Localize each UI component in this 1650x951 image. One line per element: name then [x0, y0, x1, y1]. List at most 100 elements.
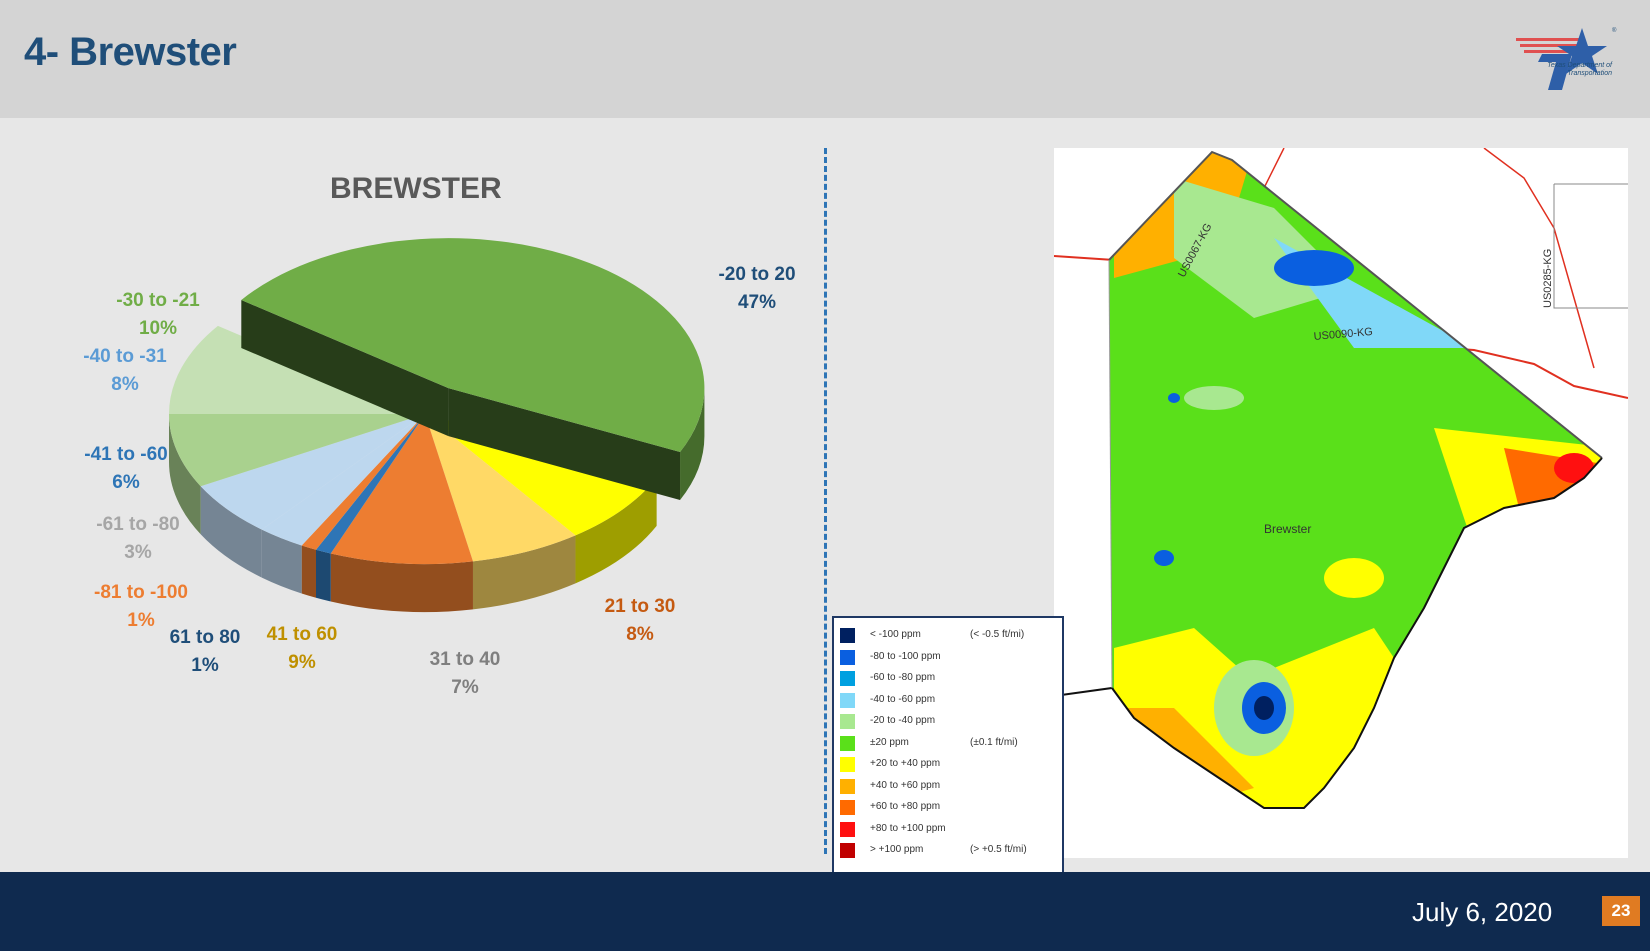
legend-swatch	[840, 671, 855, 686]
legend-item: -80 to -100 ppm	[840, 646, 1056, 666]
pie-slice-side	[680, 388, 705, 501]
pie-slice-side	[472, 535, 576, 610]
pie-data-label: -20 to 20 47%	[718, 261, 795, 317]
txdot-logo: ®	[1516, 27, 1617, 90]
footer-date: July 6, 2020	[1412, 897, 1553, 927]
legend-swatch	[840, 714, 855, 729]
legend-range: -20 to -40 ppm	[870, 715, 936, 726]
pie-data-label: 21 to 30 8%	[605, 593, 676, 649]
pie-category-label: -41 to -60	[84, 444, 168, 465]
pie-data-label: 61 to 80 1%	[170, 624, 241, 680]
legend-range: ±20 ppm	[870, 736, 909, 748]
slide-header	[0, 0, 1650, 118]
legend-swatch	[840, 800, 855, 815]
legend-range: < -100 ppm	[870, 629, 921, 640]
legend-item: -60 to -80 ppm	[840, 667, 1056, 687]
pie-data-label: -40 to -31 8%	[83, 343, 166, 399]
legend-note: (±0.1 ft/mi)	[970, 736, 1018, 748]
pie-value-label: 8%	[626, 624, 654, 645]
pie-data-label: -81 to -100 1%	[94, 579, 188, 635]
legend-range: -40 to -60 ppm	[870, 693, 936, 705]
legend-range: +60 to +80 ppm	[870, 801, 941, 812]
legend-swatch	[840, 821, 855, 837]
pie-value-label: 47%	[737, 292, 777, 313]
pie-category-label: -40 to -31	[83, 346, 167, 367]
legend-swatch	[840, 628, 855, 643]
legend-range: +40 to +60 ppm	[870, 779, 941, 791]
pie-category-label: -30 to -21	[116, 290, 200, 311]
pie-slice-side	[169, 414, 201, 535]
legend-note: (< -0.5 ft/mi)	[970, 629, 1025, 640]
legend-item: +60 to +80 ppm	[840, 796, 1056, 816]
pie-slice-side	[575, 477, 657, 584]
legend-item: > +100 ppm (> +0.5 ft/mi)	[840, 839, 1056, 859]
pie-slice	[316, 414, 425, 554]
pie-chart	[169, 238, 705, 612]
dashed-divider	[824, 148, 827, 854]
pie-value-label: 1%	[127, 610, 155, 631]
legend-item: ±20 ppm (±0.1 ft/mi)	[840, 732, 1056, 752]
legend-item: +40 to +60 ppm	[840, 775, 1056, 795]
pie-data-label: 41 to 60 9%	[267, 621, 338, 677]
road-label: US0090-KG	[1313, 326, 1373, 343]
pie-category-label: -20 to 20	[718, 264, 796, 285]
legend-range: -60 to -80 ppm	[870, 672, 936, 683]
pie-value-label: 1%	[191, 655, 219, 676]
pie-slice	[241, 238, 705, 453]
pie-category-label: -61 to -80	[96, 514, 180, 535]
legend-range: > +100 ppm	[870, 844, 924, 855]
pie-data-label: -30 to -21 10%	[116, 287, 199, 343]
pie-category-label: 21 to 30	[604, 596, 676, 617]
page-number: 23	[1602, 896, 1640, 926]
pie-category-label: -81 to -100	[94, 582, 188, 603]
pie-slice	[261, 414, 425, 546]
map-legend: < -100 ppm (< -0.5 ft/mi) -80 to -100 ppm -…	[832, 616, 1064, 876]
slide-title: 4- Brewster	[24, 30, 237, 74]
legend-range: -80 to -100 ppm	[870, 650, 941, 662]
legend-range: +20 to +40 ppm	[870, 758, 941, 769]
pie-slice-side	[330, 553, 473, 612]
legend-swatch	[840, 692, 855, 708]
legend-swatch	[840, 757, 855, 772]
pie-slice	[301, 414, 425, 550]
pie-category-label: 31 to 40	[429, 649, 501, 670]
legend-item: +20 to +40 ppm	[840, 753, 1056, 773]
pie-slice-face	[448, 388, 681, 501]
pie-value-label: 6%	[112, 472, 140, 493]
pie-value-label: 7%	[451, 677, 479, 698]
pie-slice	[425, 414, 576, 562]
pie-value-label: 8%	[111, 374, 139, 395]
slide-footer	[0, 872, 1650, 951]
pie-value-label: 10%	[138, 318, 178, 339]
pie-data-label: -61 to -80 3%	[96, 511, 179, 567]
legend-item: -40 to -60 ppm	[840, 689, 1056, 709]
pie-slice-side	[200, 486, 262, 578]
legend-item: < -100 ppm (< -0.5 ft/mi)	[840, 624, 1056, 644]
pie-slice-side	[261, 529, 302, 594]
logo-text: Texas Department of Transportation	[1547, 62, 1612, 77]
chart-title: BREWSTER	[330, 172, 502, 205]
pie-category-label: 61 to 80	[169, 627, 241, 648]
legend-item: +80 to +100 ppm	[840, 818, 1056, 838]
pie-data-label: 31 to 40 7%	[430, 646, 501, 702]
brewster-map: Brewster US0067-KG US0090-KG US0285-KG	[1053, 147, 1629, 809]
pie-slice	[169, 414, 425, 487]
pie-data-label: -41 to -60 6%	[84, 441, 167, 497]
county-label: Brewster	[1264, 522, 1311, 536]
map-panel: Brewster US0067-KG US0090-KG US0285-KG	[1053, 147, 1629, 858]
pie-slice-side	[301, 545, 317, 598]
legend-swatch	[840, 843, 855, 858]
pie-category-label: 41 to 60	[266, 624, 338, 645]
svg-text:®: ®	[1612, 27, 1617, 34]
pie-slice-face	[241, 300, 449, 437]
road-label: US0285-KG	[1542, 249, 1554, 308]
pie-value-label: 9%	[288, 652, 316, 673]
pie-slice	[330, 414, 473, 564]
legend-swatch	[840, 735, 855, 751]
pie-value-label: 3%	[124, 542, 152, 563]
legend-note: (> +0.5 ft/mi)	[970, 844, 1027, 855]
pie-slice-side	[316, 549, 331, 602]
legend-item: -20 to -40 ppm	[840, 710, 1056, 730]
legend-range: +80 to +100 ppm	[870, 822, 946, 834]
legend-swatch	[840, 778, 855, 794]
